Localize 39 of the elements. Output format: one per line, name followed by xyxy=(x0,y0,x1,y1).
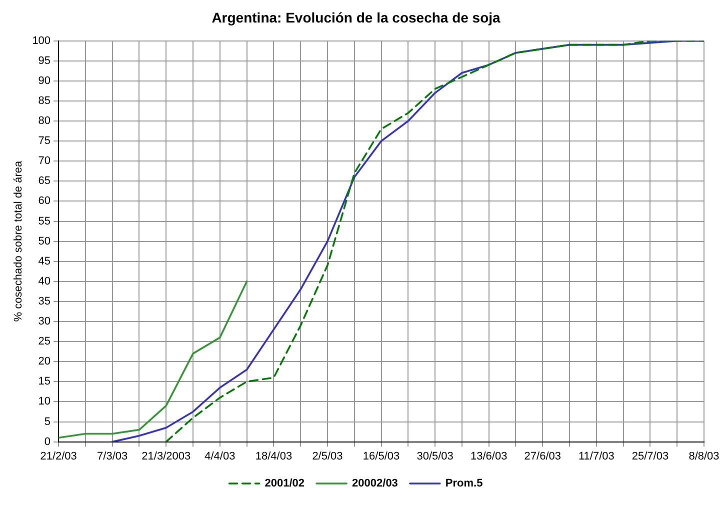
x-tick-label: 7/3/03 xyxy=(97,450,128,462)
x-tick-label: 11/7/03 xyxy=(578,450,614,462)
y-axis-title: % cosechado sobre total de área xyxy=(12,160,25,322)
x-tick-label: 13/6/03 xyxy=(470,450,508,462)
y-tick-label: 90 xyxy=(38,74,51,87)
y-tick-label: 55 xyxy=(38,215,51,228)
x-tick-label: 30/5/03 xyxy=(416,450,454,462)
y-tick-label: 50 xyxy=(38,235,51,248)
y-tick-label: 5 xyxy=(44,416,51,428)
y-tick-label: 95 xyxy=(38,54,51,67)
x-tick-label: 18/4/03 xyxy=(255,450,292,462)
x-tick-label: 25/7/03 xyxy=(632,450,669,462)
y-tick-label: 75 xyxy=(38,135,51,148)
y-tick-label: 40 xyxy=(38,275,51,288)
legend-label: Prom.5 xyxy=(445,478,483,490)
x-tick-label: 2/5/03 xyxy=(312,450,343,462)
y-tick-label: 100 xyxy=(32,34,51,47)
x-tick-label: 8/8/03 xyxy=(688,450,720,462)
x-tick-label: 21/2/03 xyxy=(40,450,77,462)
chart-title: Argentina: Evolución de la cosecha de soja xyxy=(212,9,501,26)
x-tick-label: 27/6/03 xyxy=(524,450,561,462)
x-tick-label: 16/5/03 xyxy=(362,450,400,462)
legend-label: 2001/02 xyxy=(264,478,305,490)
y-tick-label: 80 xyxy=(38,115,51,128)
y-tick-label: 20 xyxy=(38,356,51,368)
y-tick-label: 10 xyxy=(38,396,51,408)
y-tick-label: 15 xyxy=(38,376,51,388)
x-tick-label: 4/4/03 xyxy=(204,450,236,462)
y-tick-label: 0 xyxy=(44,436,51,448)
legend-label: 20002/03 xyxy=(352,478,398,490)
y-tick-label: 60 xyxy=(38,195,51,208)
y-tick-label: 85 xyxy=(38,94,51,107)
y-tick-label: 45 xyxy=(38,255,51,268)
y-tick-label: 30 xyxy=(38,316,51,328)
y-tick-label: 65 xyxy=(38,175,51,188)
y-tick-label: 35 xyxy=(38,295,51,308)
y-tick-label: 25 xyxy=(38,336,51,348)
y-tick-label: 70 xyxy=(38,155,51,168)
x-tick-label: 21/3/2003 xyxy=(142,450,191,462)
